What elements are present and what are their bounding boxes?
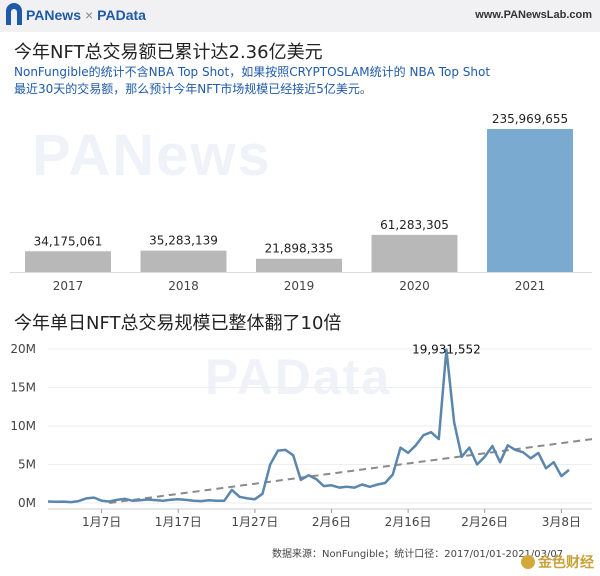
x-tick-label: 1月17日 — [155, 515, 202, 529]
brand-padata: PAData — [97, 7, 146, 23]
line-chart-title: 今年单日NFT总交易规模已整体翻了10倍 — [14, 313, 342, 334]
jinse-logo: 金色财经 — [521, 552, 594, 572]
bar-value-label-2020: 61,283,305 — [380, 218, 449, 232]
x-tick-label: 1月7日 — [82, 515, 121, 529]
x-tick-label-2019: 2019 — [284, 279, 315, 293]
y-tick-label: 15M — [10, 381, 36, 395]
x-tick-label: 1月27日 — [231, 515, 278, 529]
bar-value-label-2021: 235,969,655 — [492, 112, 568, 126]
x-tick-label: 2月6日 — [312, 515, 351, 529]
x-tick-label: 2月16日 — [385, 515, 432, 529]
watermark-padata: PAData — [205, 349, 392, 405]
x-tick-label-2021: 2021 — [515, 279, 546, 293]
x-tick-label-2018: 2018 — [168, 279, 199, 293]
bar-chart: 34,175,061 2017 35,283,139 2018 21,898,335 20… — [10, 112, 592, 293]
x-tick-label: 3月8日 — [542, 515, 581, 529]
x-tick-label-2020: 2020 — [399, 279, 430, 293]
bar-value-label-2019: 21,898,335 — [265, 242, 334, 256]
x-tick-label: 2月26日 — [461, 515, 508, 529]
brand-panews: PANews — [26, 7, 81, 23]
header-bar: PANews × PAData www.PANewsLab.com — [0, 0, 600, 32]
bar-chart-title: 今年NFT总交易额已累计达2.36亿美元 — [14, 42, 323, 63]
bar-2017 — [25, 251, 111, 272]
bar-2019 — [256, 258, 342, 272]
bar-2021 — [487, 129, 573, 272]
jinse-label: 金色财经 — [538, 555, 594, 571]
trendline — [109, 438, 593, 504]
jinse-coin-icon — [521, 555, 535, 569]
bar-chart-subtitle: NonFungible的统计不含NBA Top Shot，如果按照CRYPTOS… — [14, 65, 491, 96]
y-tick-label: 20M — [10, 342, 36, 356]
panews-logo-icon — [6, 3, 22, 25]
line-chart: 0M 5M 10M 15M 20M 1月7日 1月17日 1月27日 2月6日 2月16日 2月26… — [10, 342, 593, 529]
bar-value-label-2017: 34,175,061 — [34, 234, 103, 248]
brand-logos: PANews × PAData — [26, 7, 146, 23]
y-tick-label: 10M — [10, 419, 36, 433]
data-source-note: 数据来源：NonFungible；统计口径：2017/01/01-2021/03… — [272, 549, 564, 560]
y-tick-label: 0M — [18, 496, 36, 510]
bar-2020 — [371, 234, 458, 272]
bar-value-label-2018: 35,283,139 — [149, 234, 218, 248]
watermark-panews: PANews — [32, 123, 272, 188]
site-url: www.PANewsLab.com — [475, 9, 592, 21]
peak-value-label: 19,931,552 — [412, 343, 481, 357]
y-tick-label: 5M — [18, 458, 36, 472]
bar-2018 — [140, 250, 227, 272]
brand-separator: × — [84, 7, 94, 23]
x-tick-label-2017: 2017 — [53, 279, 84, 293]
daily-volume-line — [47, 348, 570, 504]
